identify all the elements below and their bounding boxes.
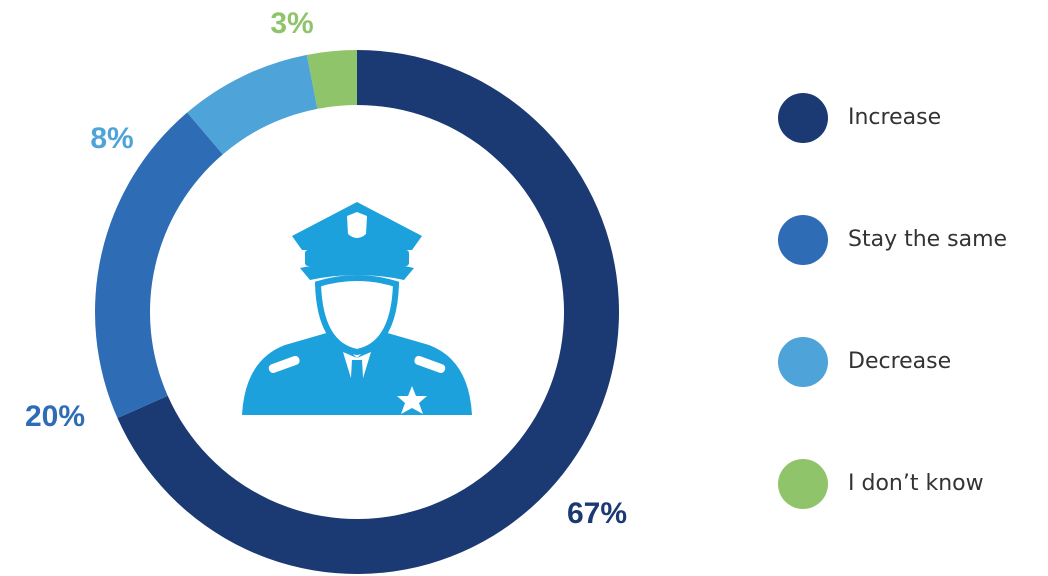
data-label: 20% bbox=[25, 400, 85, 433]
donut-segment bbox=[187, 54, 318, 155]
data-label: 3% bbox=[270, 7, 313, 40]
data-label: 67% bbox=[567, 497, 627, 530]
legend-swatch bbox=[778, 93, 828, 143]
legend-swatch bbox=[778, 337, 828, 387]
legend-label: I don’t know bbox=[848, 471, 984, 496]
donut-segment bbox=[306, 50, 357, 109]
data-label: 8% bbox=[90, 122, 133, 155]
legend-swatch bbox=[778, 459, 828, 509]
legend-swatch bbox=[778, 215, 828, 265]
police-icon bbox=[242, 202, 472, 415]
legend-label: Decrease bbox=[848, 349, 951, 374]
legend-label: Stay the same bbox=[848, 227, 1007, 252]
legend-label: Increase bbox=[848, 105, 941, 130]
donut-segment bbox=[94, 112, 223, 419]
